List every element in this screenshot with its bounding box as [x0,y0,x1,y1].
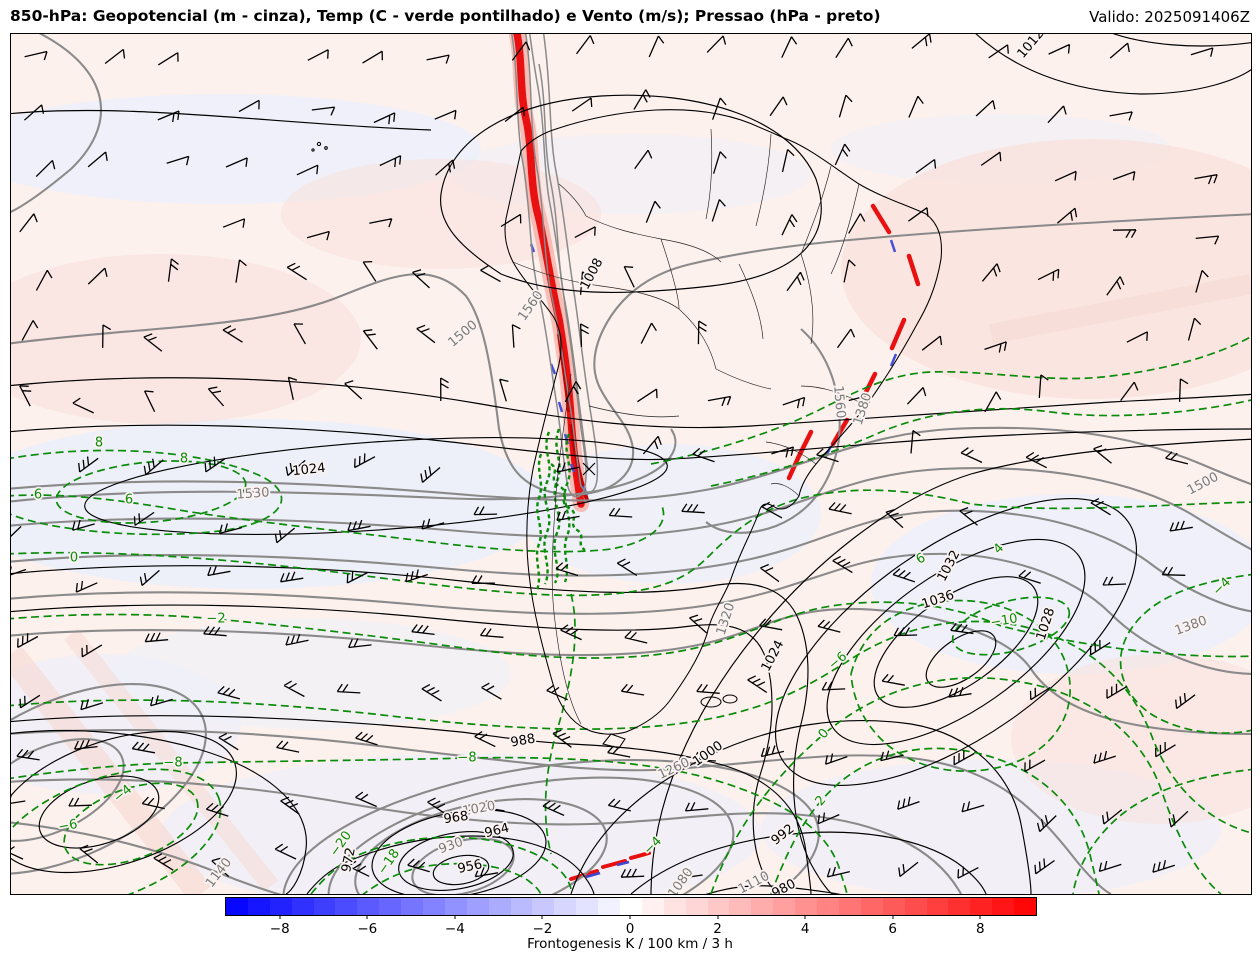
valid-time-label: Valido: 2025091406Z [1089,8,1250,26]
colorbar-segment [882,898,905,915]
temperature-contour-label: −2 [206,612,225,627]
temperature-contour-label: 8 [95,436,103,451]
colorbar-tick [454,915,456,919]
colorbar-segment [532,898,555,915]
colorbar-segment [663,898,686,915]
colorbar-tick [717,915,719,919]
pressure-contours [11,34,1251,894]
pressure-contour-label: 1024 [292,461,326,479]
colorbar-segment [357,898,380,915]
colorbar-tick [279,915,281,919]
colorbar-segment [838,898,861,915]
wind-barbs [11,34,1220,879]
temperature-contour-label: −8 [457,751,476,766]
colorbar-segment [576,898,599,915]
shading-layer [11,34,1251,894]
colorbar-tick [979,915,981,919]
colorbar-tick [629,915,631,919]
temperature-contour-label: −8 [163,756,182,771]
colorbar-tick-label: 6 [888,921,897,937]
colorbar-tick-label: 2 [713,921,722,937]
colorbar-segment [992,898,1015,915]
colorbar-label: Frontogenesis K / 100 km / 3 h [527,936,733,952]
colorbar-tick-label: −8 [269,921,290,937]
colorbar-segment [444,898,467,915]
colorbar-segment [488,898,511,915]
colorbar-segment [598,898,621,915]
colorbar-segment [554,898,577,915]
colorbar-tick [366,915,368,919]
coastline-layer [311,109,942,749]
weather-map-frame: 1500 1560 1530 1560 1380 1500 1380 1320 1260 1140… [10,33,1252,895]
colorbar-segment [291,898,314,915]
colorbar-segment [685,898,708,915]
colorbar-segment [948,898,971,915]
pressure-contour-label: 972 [339,846,359,873]
colorbar-segment [379,898,402,915]
temperature-contours [11,335,1251,894]
colorbar-tick [541,915,543,919]
temperature-contour-label: 8 [180,452,188,467]
temperature-contour-label: 6 [34,488,42,503]
colorbar-tick [892,915,894,919]
colorbar-segment [751,898,774,915]
colorbar [225,897,1037,916]
colorbar-segment [313,898,336,915]
temperature-contour-label: 0 [70,551,78,566]
colorbar-segment [707,898,730,915]
colorbar-segment [970,898,993,915]
colorbar-tick-label: 8 [975,921,985,937]
colorbar-segment [773,898,796,915]
colorbar-segment [620,898,642,915]
colorbar-tick [804,915,806,919]
colorbar-tick-label: −4 [444,921,465,937]
pressure-contour-label: 968 [443,809,470,827]
pressure-contour-label: 988 [509,731,536,750]
geopotential-contour-label: 1530 [236,485,270,502]
colorbar-segment [641,898,664,915]
chart-title: 850-hPa: Geopotencial (m - cinza), Temp … [10,7,881,25]
colorbar-segment [926,898,949,915]
colorbar-gradient [226,898,1036,915]
colorbar-segment [795,898,818,915]
colorbar-segment [904,898,927,915]
colorbar-segment [335,898,358,915]
colorbar-tick-label: 0 [625,921,635,937]
colorbar-segment [466,898,489,915]
colorbar-segment [817,898,839,915]
colorbar-segment [729,898,752,915]
colorbar-tick-label: −2 [532,921,553,937]
colorbar-segment [423,898,445,915]
colorbar-segment [1014,898,1036,915]
temperature-contour-label: −6 [57,817,78,835]
pressure-contour-label: 956 [456,857,483,877]
colorbar-segment [860,898,883,915]
colorbar-tick-label: −6 [357,921,378,937]
colorbar-segment [510,898,533,915]
colorbar-segment [269,898,292,915]
colorbar-segment [247,898,270,915]
colorbar-ticks: −8 −6 −4 −2 0 2 4 6 8 [225,915,1035,951]
colorbar-tick-label: 4 [800,921,810,937]
geopotential-contour-label: 1560 [830,385,848,419]
colorbar-segment [226,898,248,915]
colorbar-segment [401,898,424,915]
geopotential-contours [11,34,1251,894]
temperature-contour-label: 6 [125,493,133,508]
temperature-contour-label: −10 [989,611,1019,631]
